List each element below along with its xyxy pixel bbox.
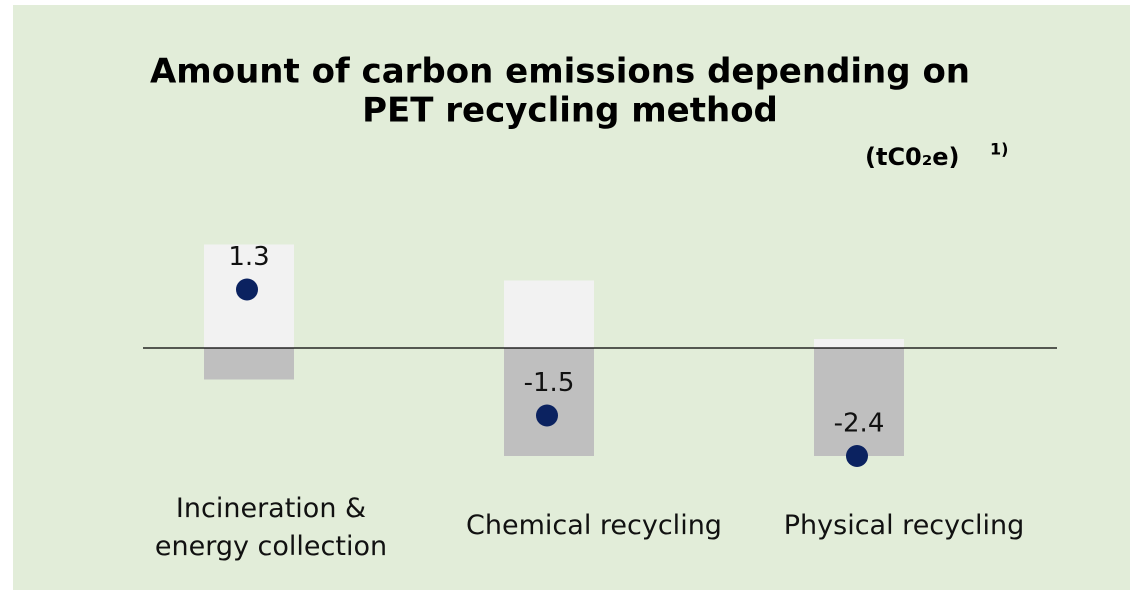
value-label: -1.5 [524, 368, 575, 398]
dot [846, 445, 868, 467]
bar [504, 280, 594, 348]
bar [814, 348, 904, 456]
value-label: -2.4 [834, 409, 885, 439]
chart-title: Amount of carbon emissions depending on [150, 52, 970, 92]
x-tick-label: Incineration & energy collection [154, 493, 388, 562]
dot [236, 278, 258, 301]
bar [504, 348, 594, 456]
value-label: 1.3 [228, 242, 269, 272]
dot [536, 404, 558, 427]
unit: (tC0₂e) [865, 143, 960, 171]
x-tick-label: Chemical recycling [466, 510, 722, 541]
x-tick-label: Physical recycling [783, 510, 1025, 541]
bar [204, 348, 294, 380]
bar [814, 339, 904, 348]
footnote-marker: 1) [990, 140, 1008, 159]
chart-title: PET recycling method [362, 91, 778, 131]
